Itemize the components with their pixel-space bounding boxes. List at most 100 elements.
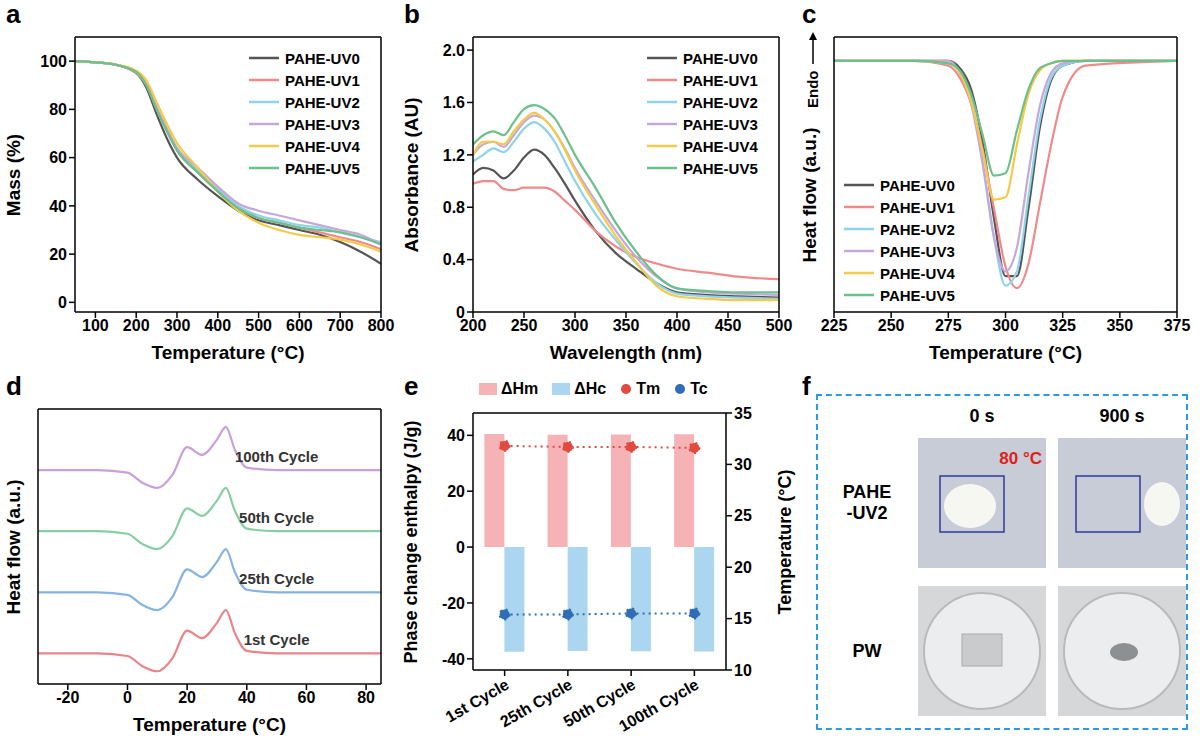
html-text:Phase change enthalpy (J/g): Phase change enthalpy (J/g) [400,420,421,663]
html-text:PAHE-UV5: PAHE-UV5 [285,159,360,177]
html-text:PAHE-UV5: PAHE-UV5 [683,159,758,177]
html-text:PAHE-UV3: PAHE-UV3 [880,242,955,260]
svg-text:-40: -40 [442,651,465,668]
svg-text:500: 500 [245,317,272,334]
svg-text:-20: -20 [442,595,465,612]
html-text:ΔHc: ΔHc [574,380,607,397]
html-text:Temperature (°C): Temperature (°C) [774,469,795,614]
svg-text:350: 350 [1106,317,1133,334]
html-text:PAHE-UV2: PAHE-UV2 [683,93,758,111]
svg-text:250: 250 [878,317,905,334]
svg-text:0: 0 [456,539,465,556]
svg-text:700: 700 [327,317,354,334]
html-text:Heat flow (a.u.): Heat flow (a.u.) [799,126,820,263]
html-text:PAHE-UV0: PAHE-UV0 [880,176,955,194]
svg-text:60: 60 [49,149,67,166]
svg-text:80: 80 [49,101,67,118]
html-text:d: d [6,371,22,401]
svg-text:225: 225 [821,317,848,334]
svg-text:1.2: 1.2 [443,147,465,164]
html-text:Absorbance (AU): Absorbance (AU) [401,96,422,253]
svg-text:450: 450 [715,317,742,334]
html-text:PW: PW [852,640,882,661]
svg-text:1.6: 1.6 [443,94,465,111]
svg-text:40: 40 [238,689,256,706]
html-text:b: b [404,0,420,29]
html-text:PAHE-UV1: PAHE-UV1 [285,71,360,89]
svg-text:20: 20 [49,246,67,263]
svg-text:35: 35 [734,405,752,422]
svg-text:100th Cycle: 100th Cycle [235,448,318,465]
html-text:PAHE: PAHE [842,482,892,502]
svg-text:400: 400 [204,317,231,334]
svg-text:50th Cycle: 50th Cycle [239,509,314,526]
svg-text:275: 275 [935,317,962,334]
svg-text:1st Cycle: 1st Cycle [244,631,310,648]
html-text:PAHE-UV2: PAHE-UV2 [285,93,360,111]
html-text:PAHE-UV3: PAHE-UV3 [683,115,758,133]
html-text:Tm: Tm [636,380,661,397]
svg-text:30: 30 [734,456,752,473]
svg-text:10: 10 [734,662,752,679]
html-text:Temperature (°C): Temperature (°C) [151,342,305,363]
svg-text:40: 40 [49,198,67,215]
svg-text:100: 100 [82,317,109,334]
svg-text:350: 350 [613,317,640,334]
svg-text:20: 20 [178,689,196,706]
html-text:PAHE-UV0: PAHE-UV0 [683,49,758,67]
svg-text:15: 15 [734,610,752,627]
svg-text:20: 20 [447,483,465,500]
html-text:Mass (%): Mass (%) [3,133,24,216]
html-text:PAHE-UV2: PAHE-UV2 [880,220,955,238]
svg-text:200: 200 [459,317,487,335]
svg-text:0: 0 [58,294,67,311]
html-text:-UV2: -UV2 [846,503,888,523]
svg-text:20: 20 [734,559,752,576]
svg-text:80 °C: 80 °C [999,449,1042,468]
svg-text:-20: -20 [56,689,79,706]
svg-text:800: 800 [368,317,395,334]
html-text:900 s: 900 s [1099,406,1145,426]
svg-text:300: 300 [992,317,1019,334]
svg-text:80: 80 [357,689,375,706]
html-text:Temperature (°C): Temperature (°C) [929,342,1082,363]
html-text:PAHE-UV1: PAHE-UV1 [880,198,955,216]
svg-text:0.4: 0.4 [443,251,465,268]
svg-text:25th Cycle: 25th Cycle [239,570,314,587]
html-text:PAHE-UV3: PAHE-UV3 [285,115,360,133]
svg-text:100th Cycle: 100th Cycle [616,676,702,735]
svg-text:375: 375 [1164,317,1191,334]
html-text:PAHE-UV4: PAHE-UV4 [285,137,360,155]
svg-text:300: 300 [164,317,191,334]
html-text:PAHE-UV4: PAHE-UV4 [683,137,758,155]
svg-text:325: 325 [1049,317,1076,334]
svg-text:Endo: Endo [804,71,821,109]
svg-text:400: 400 [664,317,691,334]
html-text:Heat flow (a.u.): Heat flow (a.u.) [3,478,24,615]
html-text:Tc: Tc [690,380,708,397]
svg-text:1st Cycle: 1st Cycle [442,675,512,726]
html-text:Wavelength (nm): Wavelength (nm) [549,342,703,363]
svg-text:500: 500 [766,317,793,334]
svg-text:0: 0 [456,304,465,321]
svg-text:50th Cycle: 50th Cycle [560,675,639,731]
svg-text:250: 250 [511,317,538,334]
svg-text:2.0: 2.0 [443,42,465,59]
svg-text:60: 60 [298,689,316,706]
svg-text:100: 100 [40,53,67,70]
svg-text:0: 0 [123,689,132,706]
svg-text:300: 300 [562,317,589,334]
svg-text:40: 40 [447,427,465,444]
html-text:PAHE-UV4: PAHE-UV4 [880,264,955,282]
svg-text:600: 600 [286,317,313,334]
html-text:0 s: 0 s [969,406,995,426]
svg-text:25th Cycle: 25th Cycle [497,675,576,731]
svg-text:0.8: 0.8 [443,199,465,216]
html-text:ΔHm: ΔHm [501,380,539,397]
html-text:PAHE-UV5: PAHE-UV5 [880,286,955,304]
svg-text:25: 25 [734,507,752,524]
html-text:PAHE-UV0: PAHE-UV0 [285,49,360,67]
html-text:PAHE-UV1: PAHE-UV1 [683,71,758,89]
svg-text:200: 200 [123,317,150,334]
html-text:Temperature (°C): Temperature (°C) [133,714,286,735]
